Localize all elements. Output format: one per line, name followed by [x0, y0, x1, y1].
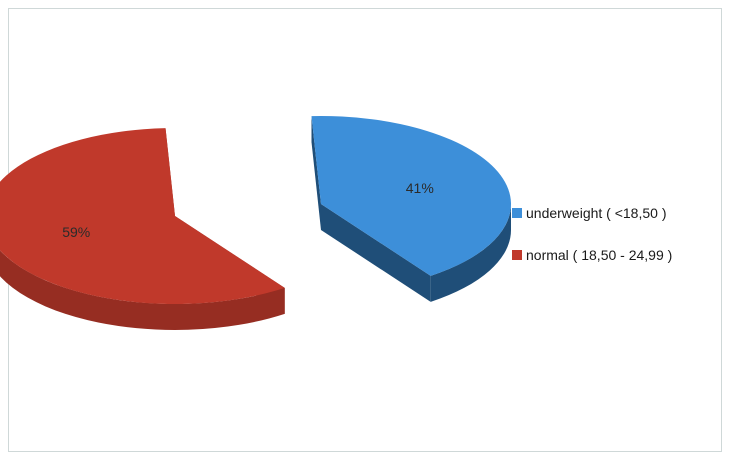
slice-normal-side-0 — [0, 250, 285, 330]
legend-label-normal: normal ( 18,50 - 24,99 ) — [526, 247, 673, 263]
legend-swatch-normal — [512, 250, 522, 260]
slice-underweight-side-0 — [430, 204, 511, 302]
data-label-normal: 59% — [62, 224, 90, 240]
legend-item-normal: normal ( 18,50 - 24,99 ) — [512, 244, 672, 266]
legend-swatch-underweight — [512, 208, 522, 218]
slice-normal — [0, 128, 285, 304]
slice-underweight — [311, 116, 511, 276]
chart-legend: underweight ( <18,50 ) normal ( 18,50 - … — [512, 202, 672, 286]
data-label-underweight: 41% — [406, 180, 434, 196]
slice-underweight-cut-face-1 — [321, 204, 431, 302]
legend-label-underweight: underweight ( <18,50 ) — [526, 205, 667, 221]
legend-item-underweight: underweight ( <18,50 ) — [512, 202, 672, 224]
slice-underweight-cut-face-0 — [311, 116, 321, 230]
